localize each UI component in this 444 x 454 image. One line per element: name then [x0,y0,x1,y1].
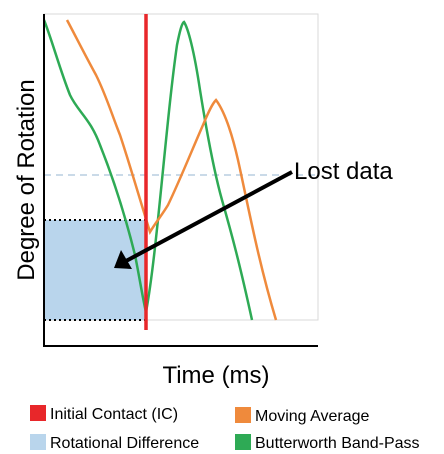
legend-swatch-initial-contact [30,405,46,421]
butterworth-curve [42,19,254,321]
legend-label-initial-contact: Initial Contact (IC) [50,406,178,423]
moving-average-curve [65,19,278,321]
y-axis-label: Degree of Rotation [13,79,40,280]
lost-data-label: Lost data [294,158,393,185]
legend-swatch-butterworth [235,434,251,450]
legend: Initial Contact (IC) Moving Average Rota… [30,405,420,452]
legend-label-moving-average: Moving Average [255,408,370,425]
legend-swatch-rotational-difference [30,434,46,450]
legend-label-rotational-difference: Rotational Difference [50,435,199,452]
legend-label-butterworth: Butterworth Band-Pass [255,435,420,452]
lost-data-arrow-head [114,250,132,269]
x-axis-label: Time (ms) [162,362,269,389]
legend-swatch-moving-average [235,407,251,423]
lost-data-arrow-shaft [125,170,293,263]
